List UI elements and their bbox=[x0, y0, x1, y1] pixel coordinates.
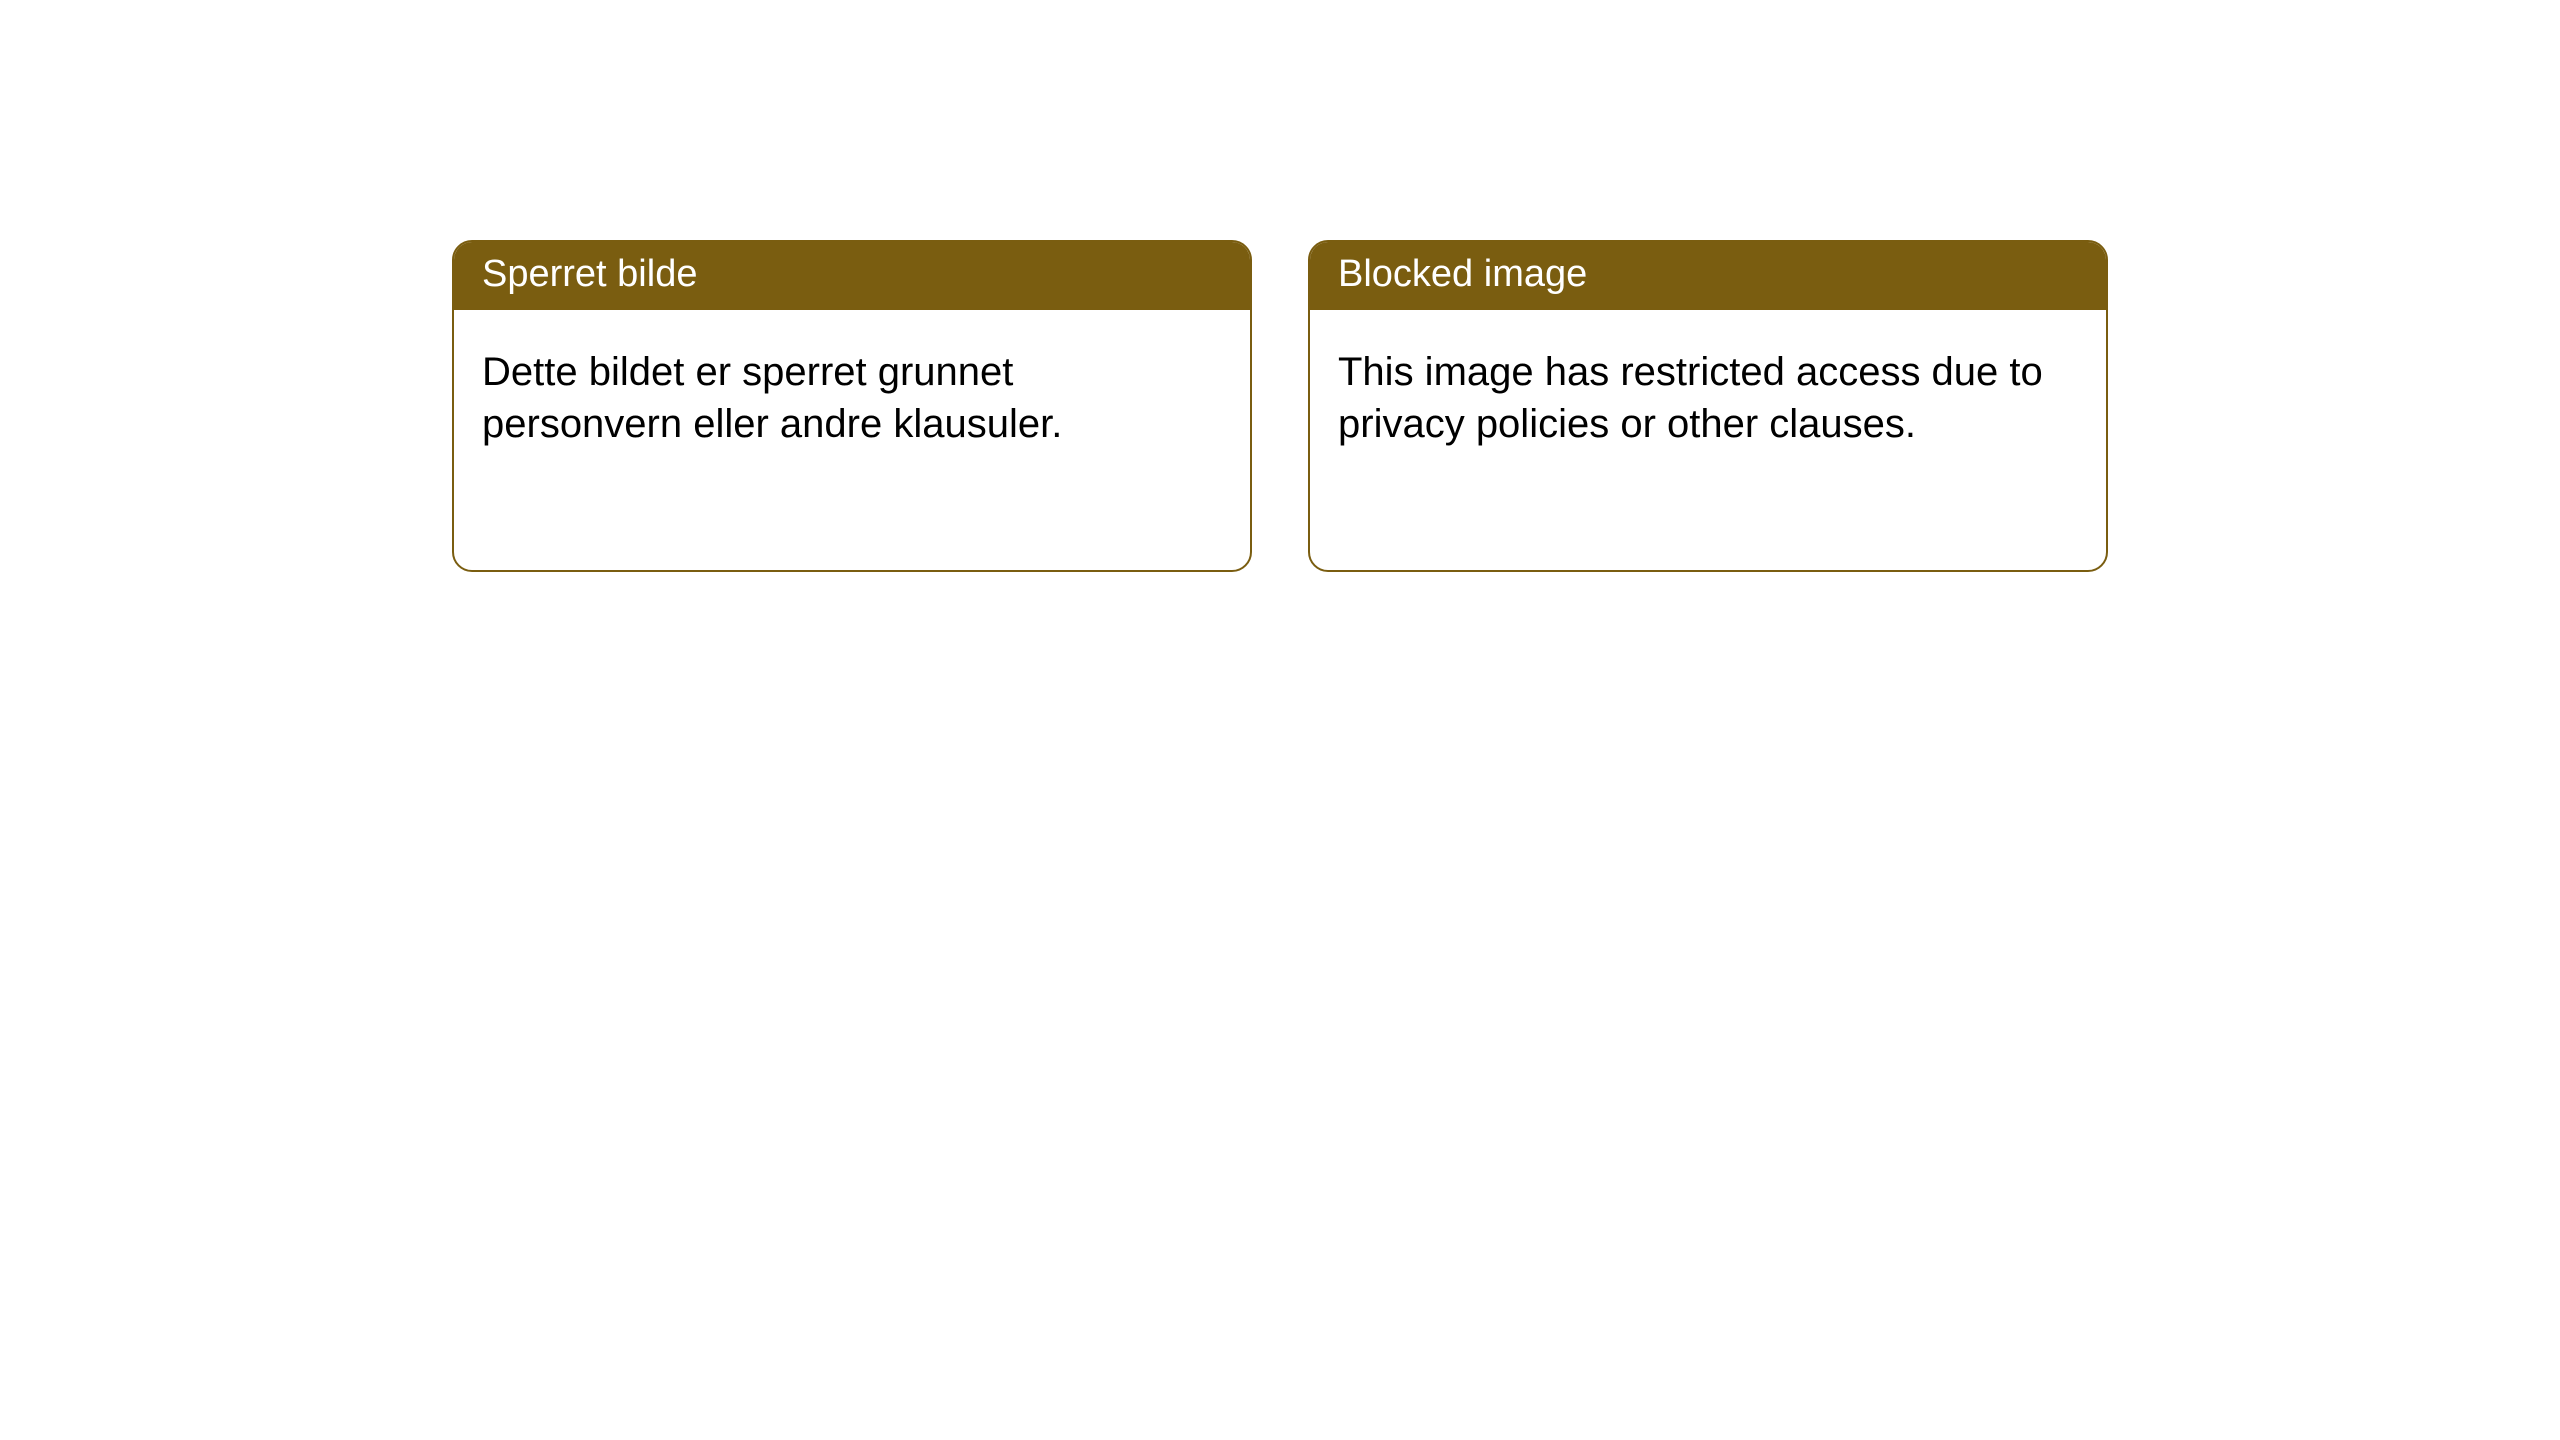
notice-card-norwegian: Sperret bilde Dette bildet er sperret gr… bbox=[452, 240, 1252, 572]
notice-card-title: Sperret bilde bbox=[454, 242, 1250, 310]
notice-card-body-text: Dette bildet er sperret grunnet personve… bbox=[482, 346, 1222, 452]
notice-card-body-text: This image has restricted access due to … bbox=[1338, 346, 2078, 452]
notice-card-body: Dette bildet er sperret grunnet personve… bbox=[454, 310, 1250, 570]
notice-card-body: This image has restricted access due to … bbox=[1310, 310, 2106, 570]
notice-card-title: Blocked image bbox=[1310, 242, 2106, 310]
notice-card-english: Blocked image This image has restricted … bbox=[1308, 240, 2108, 572]
notice-cards-container: Sperret bilde Dette bildet er sperret gr… bbox=[452, 240, 2108, 572]
